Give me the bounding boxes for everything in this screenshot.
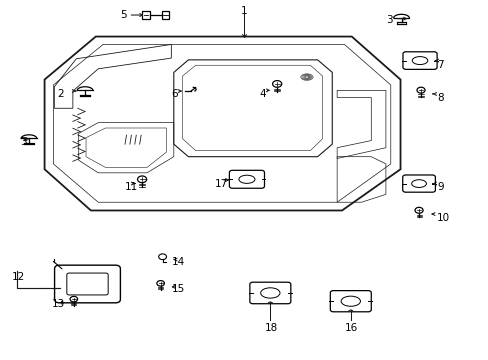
Text: 4: 4 — [259, 89, 265, 99]
Text: 8: 8 — [436, 93, 443, 103]
Text: 3: 3 — [385, 15, 392, 26]
Text: 11: 11 — [125, 182, 138, 192]
Text: 2: 2 — [58, 89, 64, 99]
Text: 1: 1 — [241, 6, 247, 17]
Text: 14: 14 — [171, 257, 184, 267]
Text: 18: 18 — [264, 323, 277, 333]
Text: 16: 16 — [345, 323, 358, 333]
Text: 13: 13 — [52, 299, 65, 309]
Text: 10: 10 — [436, 213, 449, 222]
Bar — [161, 11, 169, 19]
Text: 3: 3 — [20, 138, 27, 147]
Text: 6: 6 — [171, 89, 178, 99]
Text: 15: 15 — [171, 284, 184, 294]
Text: 9: 9 — [436, 182, 443, 192]
Text: 5: 5 — [120, 10, 126, 20]
Text: 7: 7 — [436, 60, 443, 70]
Text: 12: 12 — [11, 272, 24, 282]
Bar — [142, 11, 150, 19]
Text: 17: 17 — [215, 179, 228, 189]
